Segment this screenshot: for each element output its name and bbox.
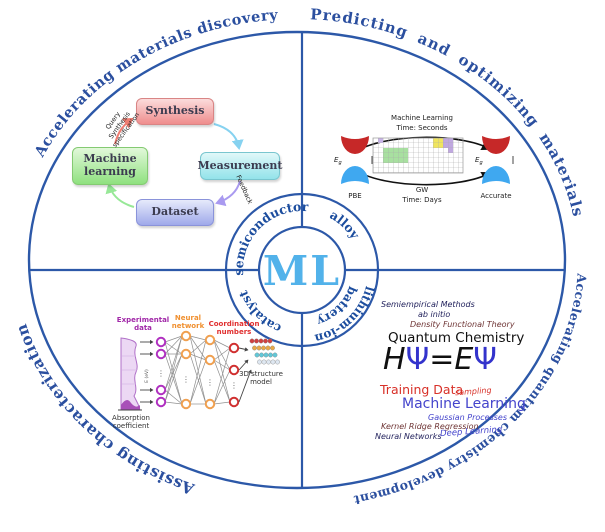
spectrum-ticks: [140, 339, 154, 405]
quantum-chemistry-panel: Semiempirical Methods ab initio Density …: [358, 300, 548, 445]
machine-learning-cloud-label: Machine Learning: [402, 396, 526, 412]
accurate-band-diagram: [482, 136, 514, 184]
synthesis-box: Synthesis: [136, 98, 214, 125]
neural-network-label: Neural network: [171, 314, 205, 331]
measurement-label: Measurement: [197, 158, 283, 172]
center-outer-circle: [224, 192, 380, 348]
formula-equals: =: [429, 342, 455, 377]
arrow-synthesis-to-measurement: [213, 123, 244, 150]
ml-fast-arrow: [354, 136, 492, 153]
svg-text:⋮: ⋮: [206, 378, 214, 387]
machine-learning-label: Machine learning: [83, 152, 137, 178]
gw-time-label: Time: Days: [401, 196, 442, 204]
outer-ellipse: [27, 30, 567, 490]
output-arrows: [238, 347, 253, 403]
ml-center-label: ML: [263, 247, 341, 295]
coordination-numbers-label: Coordination numbers: [208, 320, 260, 337]
top-arrow-time: Time: Seconds: [395, 124, 447, 132]
formula-psi-1: Ψ: [405, 342, 430, 377]
arrow-query: [114, 117, 134, 145]
hidden-nodes: [180, 330, 216, 410]
gw-label: GW: [416, 186, 428, 194]
characterization-panel: E (eV): [112, 308, 283, 448]
dataset-box: Dataset: [136, 199, 214, 226]
gap-label-left: Eg: [334, 156, 342, 166]
quantum-chemistry-label: Quantum Chemistry: [388, 330, 525, 346]
pbe-band-diagram: [341, 136, 373, 184]
experimental-data-label: Experimental data: [116, 316, 170, 333]
ellipsis-dots: ⋮ ⋮ ⋮ ⋮: [157, 369, 238, 390]
accurate-label: Accurate: [480, 192, 511, 200]
machine-learning-box: Machine learning: [72, 147, 148, 185]
periodic-table: [372, 137, 464, 174]
spectrum-axis-label: E (eV): [144, 369, 150, 383]
synthesis-label: Synthesis: [145, 104, 205, 118]
input-nodes: [155, 336, 167, 408]
absorption-coefficient-label: Absorption coefficient: [112, 414, 150, 431]
formula-h: H: [383, 342, 406, 377]
kernel-ridge-label: Kernel Ridge Regression: [381, 422, 479, 431]
ab-initio-label: ab initio: [418, 310, 451, 319]
measurement-box: Measurement: [197, 152, 283, 180]
schrodinger-formula: HΨ=EΨ: [383, 342, 497, 377]
dataset-label: Dataset: [151, 205, 199, 219]
formula-e: E: [454, 342, 474, 377]
nn-graphic: E (eV): [118, 330, 280, 411]
arrow-dataset-to-ml: [105, 183, 135, 208]
gap-label-right: Eg: [475, 156, 483, 166]
dft-label: Density Functional Theory: [410, 320, 515, 329]
svg-text:⋮: ⋮: [157, 369, 165, 378]
absorption-spectrum: [118, 337, 142, 411]
band-gap-panel: Machine Learning Time: Seconds Eg Eg: [333, 112, 518, 210]
output-nodes: [228, 342, 240, 408]
nn-connections: [164, 335, 231, 405]
top-arrow-label: Machine Learning: [391, 114, 453, 122]
neural-networks-label: Neural Networks: [375, 432, 442, 441]
ring-label-alloy: alloy: [327, 207, 363, 242]
arrow-feedback: [215, 180, 241, 207]
structure-model-label: 3D structure model: [239, 370, 283, 387]
svg-text:⋮: ⋮: [182, 375, 190, 384]
svg-text:⋮: ⋮: [230, 381, 238, 390]
structure-lattice: [249, 338, 280, 365]
training-data-label: Training Data: [380, 382, 464, 397]
cycle-arrows: [105, 117, 244, 208]
pbe-label: PBE: [348, 192, 361, 200]
materials-discovery-panel: Synthesis Machine learning Measurement D…: [58, 88, 293, 233]
band-gap-graphic: Machine Learning Time: Seconds Eg Eg: [334, 114, 514, 204]
center-inner-circle: [257, 225, 347, 315]
semiempirical-label: Semiempirical Methods: [381, 300, 475, 309]
gaussian-processes-label: Gaussian Processes: [428, 413, 507, 422]
formula-psi-2: Ψ: [473, 342, 497, 377]
